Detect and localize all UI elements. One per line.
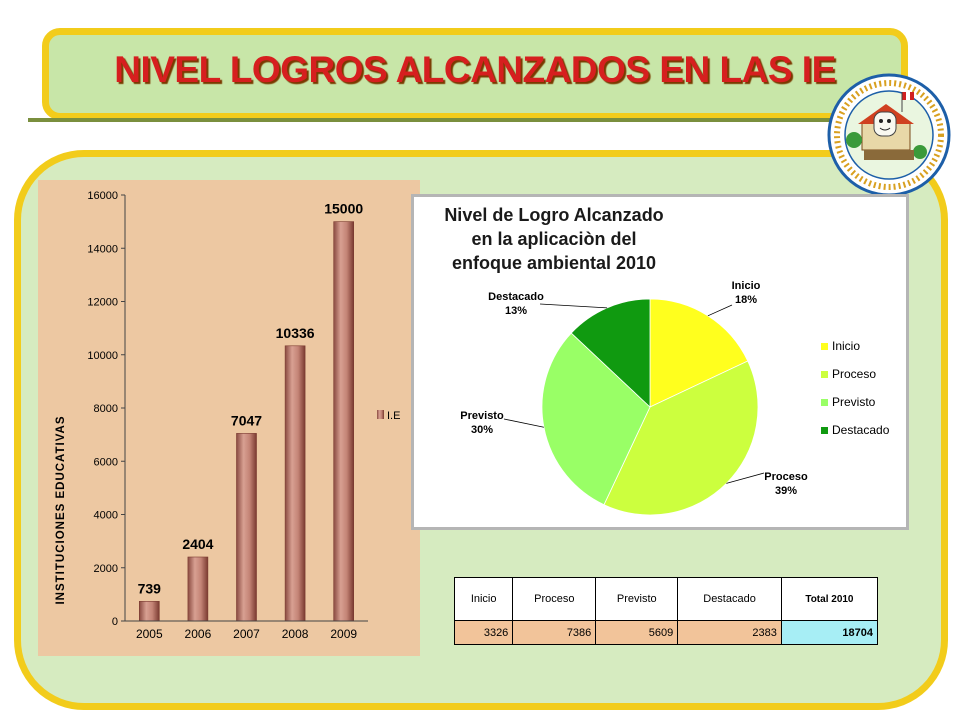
legend-label-previsto: Previsto bbox=[832, 395, 876, 409]
pie-label-pct: 30% bbox=[471, 424, 493, 436]
pie-slice-previsto bbox=[541, 332, 651, 506]
page-title: NIVEL LOGROS ALCANZADOS EN LAS IE bbox=[114, 49, 836, 90]
y-tick-label: 2000 bbox=[94, 563, 118, 575]
bar-data-label: 7047 bbox=[231, 412, 262, 428]
table-header-previsto: Previsto bbox=[595, 577, 679, 621]
pie-leader-line bbox=[503, 418, 544, 428]
table-cell-previsto: 5609 bbox=[595, 620, 679, 645]
legend-label-destacado: Destacado bbox=[832, 423, 890, 437]
bar-2007 bbox=[236, 433, 257, 622]
x-tick-label: 2005 bbox=[136, 627, 163, 641]
bar-2009 bbox=[333, 221, 355, 622]
pie-slice-destacado bbox=[570, 298, 651, 408]
legend-swatch-proceso bbox=[821, 371, 828, 378]
table-row: 3326 7386 5609 2383 18704 bbox=[453, 620, 879, 645]
bar-2005 bbox=[139, 601, 160, 622]
x-tick-label: 2007 bbox=[233, 627, 260, 641]
pie-label-name: Previsto bbox=[460, 410, 504, 422]
table-header-total: Total 2010 bbox=[780, 577, 879, 621]
pie-slice-inicio bbox=[649, 298, 749, 408]
y-tick-label: 16000 bbox=[87, 190, 118, 202]
pie-label-name: Inicio bbox=[732, 280, 761, 292]
table-cell-inicio: 3326 bbox=[453, 620, 514, 645]
pie-label-pct: 13% bbox=[505, 305, 527, 317]
pie-chart-panel: Nivel de Logro Alcanzado en la aplicaciò… bbox=[411, 194, 909, 530]
table-cell-total: 18704 bbox=[780, 620, 879, 645]
y-tick-label: 4000 bbox=[94, 510, 118, 522]
x-tick-label: 2008 bbox=[282, 627, 309, 641]
pie-title-line-3: enfoque ambiental 2010 bbox=[452, 253, 656, 273]
table-cell-destacado: 2383 bbox=[677, 620, 782, 645]
bar-chart: INSTITUCIONES EDUCATIVAS 0 2000 4000 6000 80… bbox=[55, 190, 400, 641]
title-underline bbox=[28, 118, 928, 122]
bar-data-label: 739 bbox=[138, 580, 162, 596]
bar-2006 bbox=[187, 556, 209, 622]
legend-swatch-inicio bbox=[821, 343, 828, 350]
bar-chart-panel: INSTITUCIONES EDUCATIVAS 0 2000 4000 6000 80… bbox=[38, 180, 420, 656]
title-banner: NIVEL LOGROS ALCANZADOS EN LAS IE bbox=[42, 28, 908, 120]
pie-title-line-1: Nivel de Logro Alcanzado bbox=[444, 205, 663, 225]
pie-label-pct: 39% bbox=[775, 485, 797, 497]
table-header-row: Inicio Proceso Previsto Destacado Total … bbox=[453, 577, 879, 621]
x-tick-label: 2006 bbox=[185, 627, 212, 641]
table-header-proceso: Proceso bbox=[512, 577, 597, 621]
y-tick-label: 12000 bbox=[87, 297, 118, 309]
bar-2008 bbox=[284, 345, 306, 622]
y-tick-label: 14000 bbox=[87, 243, 118, 255]
y-tick-label: 6000 bbox=[94, 456, 118, 468]
x-tick-label: 2009 bbox=[330, 627, 357, 641]
legend-label-ie: I.E bbox=[387, 410, 400, 422]
pie-label-name: Destacado bbox=[488, 291, 544, 303]
pie-leader-line bbox=[539, 303, 608, 309]
pie-slice-proceso bbox=[603, 360, 759, 516]
bar-data-label: 10336 bbox=[276, 325, 315, 341]
table-header-inicio: Inicio bbox=[453, 577, 514, 621]
bar-data-label: 2404 bbox=[182, 536, 213, 552]
y-axis-label: INSTITUCIONES EDUCATIVAS bbox=[55, 415, 67, 604]
legend-swatch-destacado bbox=[821, 427, 828, 434]
bar-data-label: 15000 bbox=[324, 201, 363, 217]
pie-chart: Nivel de Logro Alcanzado en la aplicaciò… bbox=[444, 205, 890, 516]
legend-label-inicio: Inicio bbox=[832, 339, 860, 353]
legend-label-proceso: Proceso bbox=[832, 367, 876, 381]
data-table: Inicio Proceso Previsto Destacado Total … bbox=[453, 577, 879, 645]
table-header-destacado: Destacado bbox=[677, 577, 782, 621]
legend-swatch-ie bbox=[377, 410, 384, 419]
y-tick-label: 8000 bbox=[94, 403, 118, 415]
y-tick-label: 0 bbox=[112, 616, 118, 628]
logo-icon bbox=[827, 73, 951, 197]
pie-leader-line bbox=[707, 304, 733, 317]
table-cell-proceso: 7386 bbox=[512, 620, 597, 645]
y-tick-label: 10000 bbox=[87, 350, 118, 362]
pie-label-name: Proceso bbox=[764, 471, 808, 483]
pie-title-line-2: en la aplicaciòn del bbox=[471, 229, 636, 249]
pie-label-pct: 18% bbox=[735, 294, 757, 306]
pie-leader-line bbox=[726, 472, 765, 484]
legend-swatch-previsto bbox=[821, 399, 828, 406]
